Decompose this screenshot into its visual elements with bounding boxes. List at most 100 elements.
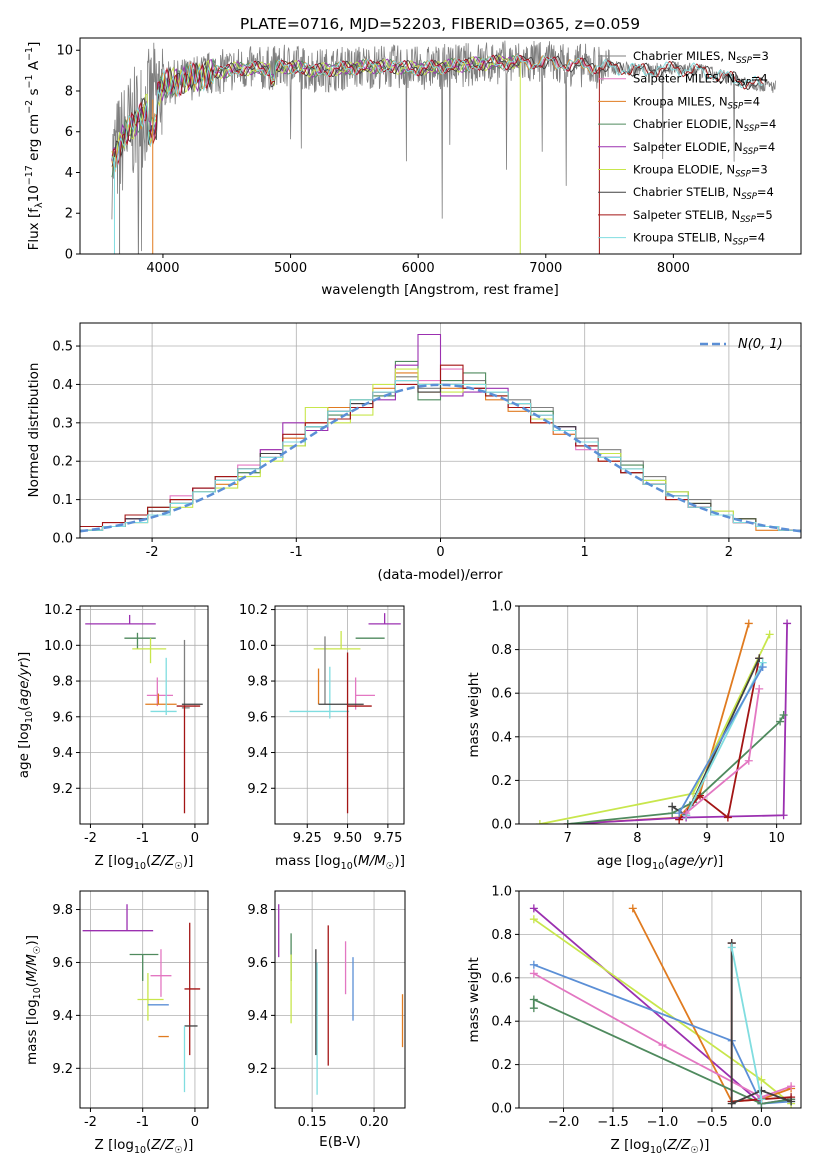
y-tick-label: 9.2: [247, 782, 268, 797]
series-line: [539, 633, 771, 824]
y-tick-label: 0.6: [491, 687, 512, 702]
legend-entry: Chabrier MILES, NSSP=3: [633, 49, 769, 66]
y-tick-label: 9.6: [247, 710, 268, 725]
model-spectrum-chabrier-stelib: [111, 54, 764, 167]
normal-distribution-curve: [80, 383, 801, 533]
residuals-panel: -2 -1 0 1 2 0.0 0.1 0.2 0.3 0.4 0.5 N(0, 1) (data-mo…: [26, 322, 802, 583]
y-tick-label: 10.0: [239, 639, 268, 654]
x-tick-label: 9.50: [333, 831, 362, 846]
x-tick-label: 1: [581, 545, 589, 560]
data-point-marker: [727, 943, 736, 952]
series-line: [533, 972, 792, 1099]
y-axis-label: age [log10(age/yr)]: [16, 652, 35, 778]
plot-area: [82, 904, 201, 1093]
y-tick-label: 10: [56, 44, 73, 59]
data-point-marker: [744, 756, 753, 765]
y-tick-label: 9.8: [247, 903, 268, 918]
x-axis-label: Z [log10(Z/Z☉)]: [95, 853, 194, 872]
y-tick-label: 2: [65, 207, 73, 222]
data-point-marker: [787, 1097, 796, 1106]
y-tick-label: 0.0: [491, 1102, 512, 1117]
plot-area: [80, 333, 801, 533]
x-tick-label: 6000: [402, 261, 435, 276]
data-point-marker: [783, 619, 792, 628]
x-axis-label: mass [log10(M/M☉)]: [275, 853, 405, 872]
y-axis-label: mass weight: [466, 672, 482, 757]
series-line: [730, 943, 792, 1106]
y-tick-label: 9.8: [247, 675, 268, 690]
data-point-marker: [529, 1004, 538, 1013]
plot-area: [529, 904, 796, 1108]
y-tick-label: 8: [65, 84, 73, 99]
x-tick-label: 5000: [274, 261, 307, 276]
legend-entry: Kroupa MILES, NSSP=4: [633, 94, 760, 111]
x-tick-label: -2: [84, 1115, 97, 1130]
data-point-marker: [529, 995, 538, 1004]
data-point-marker: [755, 654, 764, 663]
data-point-marker: [696, 791, 705, 800]
legend-entry: N(0, 1): [738, 337, 783, 352]
mass-weight-vs-metallicity-panel: −2.0 −1.5 −1.0 −0.5 0.0 0.0 0.2 0.4 0.6 0.8 1.0 Z […: [466, 885, 802, 1156]
y-tick-label: 0.2: [52, 455, 73, 470]
age-vs-mass-panel: 9.25 9.50 9.75 9.2 9.4 9.6 9.8 10.0 10.2 mass [lo…: [239, 603, 405, 872]
plot-area: [85, 614, 203, 814]
axes-frame: [274, 605, 405, 825]
data-point-marker: [755, 684, 764, 693]
series-line: [567, 623, 788, 824]
legend-entry: Salpeter ELODIE, NSSP=4: [633, 140, 775, 157]
data-point-marker: [765, 630, 774, 639]
mass-vs-ebv-panel: 0.15 0.20 9.2 9.4 9.6 9.8 E(B-V): [247, 890, 406, 1150]
spectrum-panel: 4000 5000 6000 7000 8000 0 2 4 6 8 10 wavelength [A…: [24, 37, 802, 298]
series-line: [532, 998, 792, 1105]
x-tick-label: 0.20: [360, 1115, 389, 1130]
x-tick-label: 9.25: [293, 831, 322, 846]
y-axis-label: mass [log10(M/M☉)]: [24, 935, 43, 1065]
x-tick-label: −1.0: [647, 1115, 679, 1130]
data-point-marker: [628, 904, 637, 913]
y-tick-label: 9.8: [52, 675, 73, 690]
y-tick-label: 0.8: [491, 928, 512, 943]
legend-entry: Kroupa STELIB, NSSP=4: [633, 231, 765, 248]
x-axis-label: (data-model)/error: [377, 567, 503, 583]
age-vs-metallicity-panel: -2 -1 0 9.2 9.4 9.6 9.8 10.0 10.2 Z [log10(Z/Z☉)]…: [16, 603, 209, 872]
y-tick-label: 10.2: [44, 603, 73, 618]
y-tick-label: 0.5: [52, 340, 73, 355]
legend-entry: Chabrier ELODIE, NSSP=4: [633, 117, 776, 134]
y-tick-label: 0.1: [52, 493, 73, 508]
data-point-marker: [658, 1041, 667, 1050]
y-tick-label: 0.3: [52, 416, 73, 431]
y-tick-label: 6: [65, 125, 73, 140]
x-tick-label: 7000: [529, 261, 562, 276]
y-tick-label: 9.4: [52, 746, 73, 761]
data-point-marker: [744, 619, 753, 628]
y-tick-label: 9.2: [52, 1062, 73, 1077]
spectrum-legend: Chabrier MILES, NSSP=3 Salpeter MILES, NS…: [598, 49, 776, 248]
y-axis-label: Normed distribution: [26, 363, 42, 498]
y-tick-label: 0.2: [491, 1058, 512, 1073]
legend-entry: Chabrier STELIB, NSSP=4: [633, 185, 774, 202]
x-tick-label: 0: [191, 831, 199, 846]
data-point-marker: [757, 1075, 766, 1084]
data-point-marker: [529, 915, 538, 924]
axes-frame: [274, 890, 406, 1109]
histogram-kroupa-stelib: [80, 380, 801, 531]
y-tick-label: 9.2: [247, 1062, 268, 1077]
y-tick-label: 0.0: [491, 818, 512, 833]
series-line: [533, 963, 792, 1105]
y-tick-label: 10.2: [239, 603, 268, 618]
x-tick-label: −1.5: [597, 1115, 629, 1130]
series-line: [567, 714, 785, 824]
data-point-marker: [758, 663, 767, 672]
data-point-marker: [529, 969, 538, 978]
x-tick-label: -2: [84, 831, 97, 846]
plot-area: [535, 619, 792, 824]
x-tick-label: 0: [191, 1115, 199, 1130]
y-tick-label: 0.0: [52, 532, 73, 547]
x-axis-label: E(B-V): [319, 1134, 361, 1150]
legend-entry: Salpeter MILES, NSSP=4: [633, 72, 768, 89]
x-tick-label: −0.5: [696, 1115, 728, 1130]
plot-area: [278, 904, 404, 1095]
x-axis-label: Z [log10(Z/Z☉)]: [95, 1137, 194, 1156]
x-axis-label: age [log10(age/yr)]: [597, 853, 723, 872]
